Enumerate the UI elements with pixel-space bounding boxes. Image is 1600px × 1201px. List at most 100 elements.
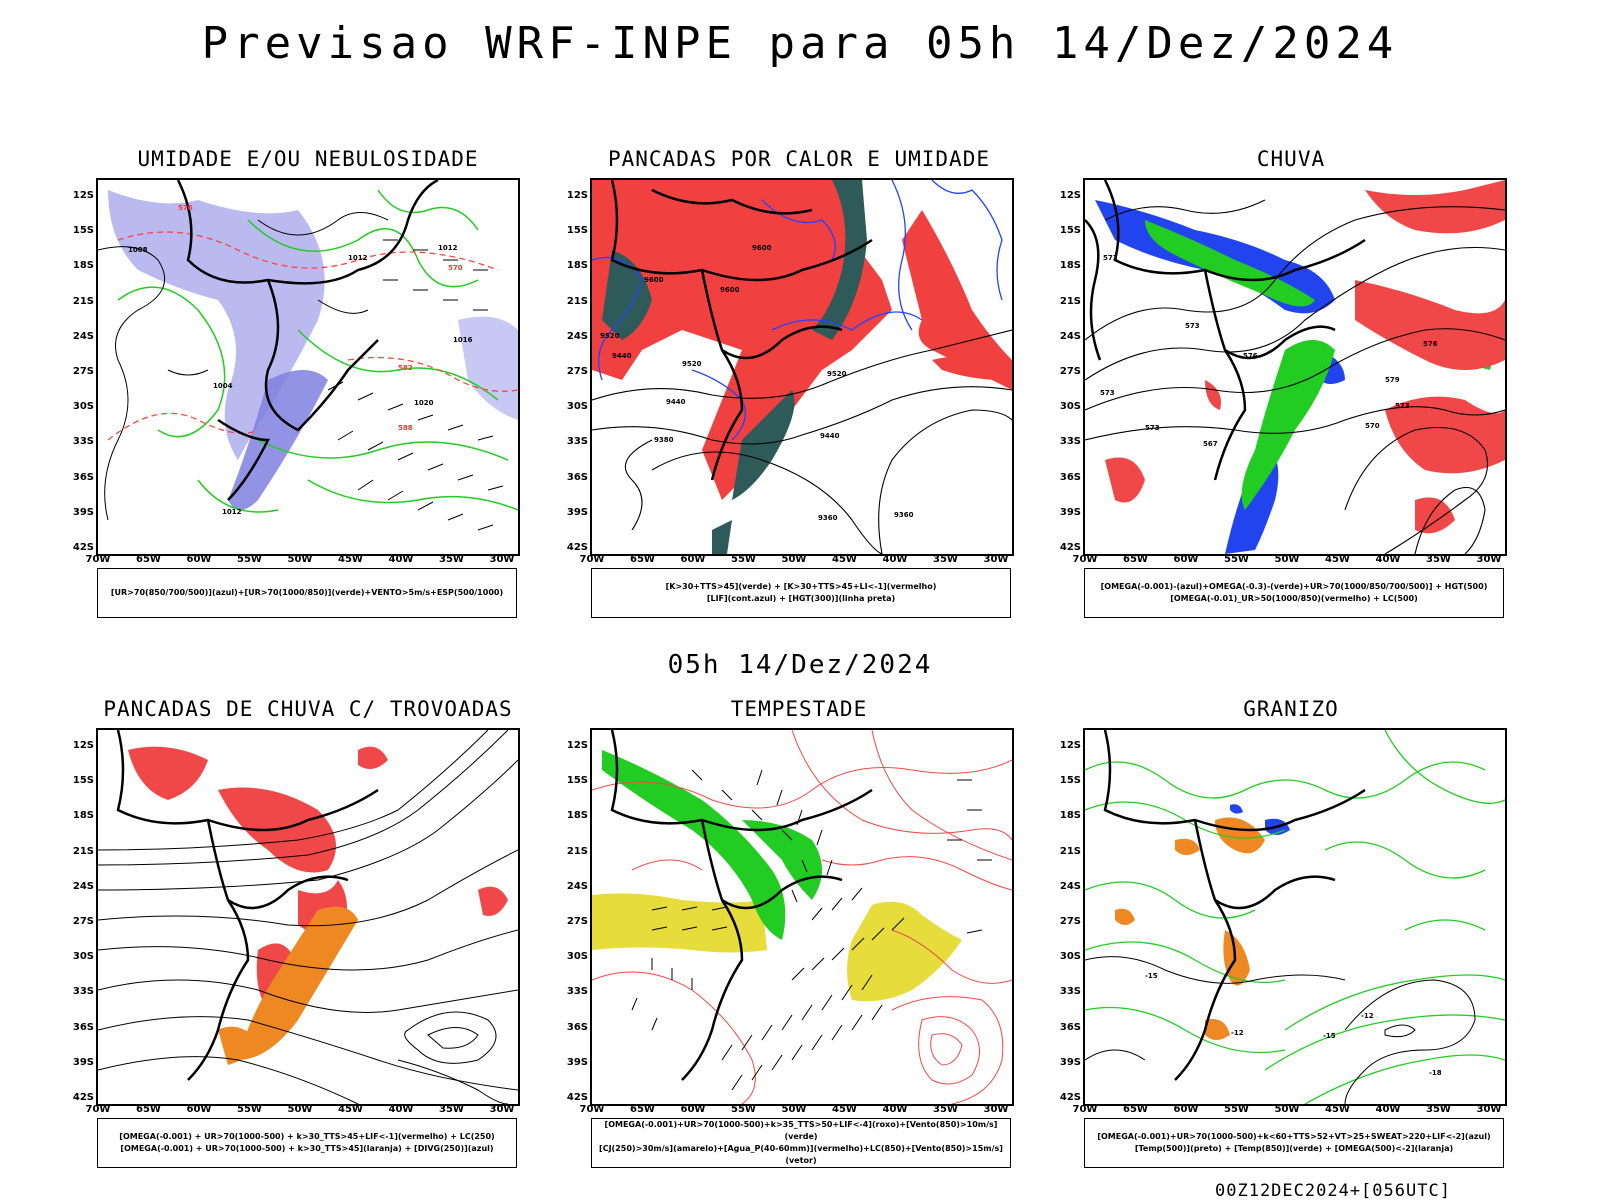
lat-tick-label: 42S xyxy=(72,542,94,553)
lon-tick-label: 60W xyxy=(186,554,212,565)
p3-label-573: 573 xyxy=(1103,254,1118,262)
lon-tick-label: 65W xyxy=(136,554,161,565)
p2-label-9600b: 9600 xyxy=(720,286,740,294)
lat-tick-label: 24S xyxy=(1059,330,1081,342)
legend-line: [OMEGA(-0.001) + UR>70(1000-500) + k>30_… xyxy=(119,1132,495,1141)
lon-tick-label: 55W xyxy=(731,1104,756,1115)
p1-label-576: 576 xyxy=(178,204,193,212)
lat-tick-label: 30S xyxy=(566,401,588,413)
lon-tick-label: 55W xyxy=(1224,1104,1249,1115)
legend-line: [OMEGA(-0.001)+UR>70(1000-500)+k>35_TTS>… xyxy=(604,1120,998,1141)
lon-tick-label: 60W xyxy=(680,554,706,565)
lat-tick-label: 39S xyxy=(566,506,588,518)
lat-tick-label: 18S xyxy=(566,260,588,272)
map-rain: 573 573 573 573 576 576 579 573 570 567 xyxy=(1083,178,1507,556)
lon-tick-label: 70W xyxy=(579,1104,605,1115)
lon-tick-label: 55W xyxy=(1224,554,1249,565)
lat-tick-label: 30S xyxy=(1059,951,1081,963)
main-title: Previsao WRF-INPE para 05h 14/Dez/2024 xyxy=(201,18,1399,69)
lat-tick-label: 27S xyxy=(566,916,588,927)
lat-tick-label: 33S xyxy=(566,436,588,448)
lat-tick-label: 15S xyxy=(566,775,588,787)
lat-tick-label: 18S xyxy=(1059,260,1081,272)
p3-label-573e: 573 xyxy=(1395,402,1410,410)
lat-tick-label: 33S xyxy=(72,436,94,448)
lon-tick-label: 35W xyxy=(933,1104,958,1115)
panel-title-rain: CHUVA xyxy=(1256,147,1326,171)
lon-tick-label: 50W xyxy=(1274,1104,1300,1115)
p6-label-18: -18 xyxy=(1429,1069,1442,1077)
lat-tick-label: 30S xyxy=(72,401,94,413)
legend-storm: [OMEGA(-0.001)+UR>70(1000-500)+k>35_TTS>… xyxy=(591,1118,1011,1168)
lat-tick-label: 21S xyxy=(566,295,588,307)
p2-label-9600: 9600 xyxy=(752,244,772,252)
p3-label-567: 567 xyxy=(1203,440,1218,448)
panel-title-storm: TEMPESTADE xyxy=(730,697,868,721)
lon-tick-label: 65W xyxy=(1123,1104,1148,1115)
lon-tick-label: 50W xyxy=(781,554,807,565)
lat-tick-label: 39S xyxy=(1059,1056,1081,1068)
p3-label-576b: 576 xyxy=(1423,340,1438,348)
legend-line: [LIF](cont.azul) + [HGT(300)](linha pret… xyxy=(706,594,896,603)
lat-tick-label: 27S xyxy=(1059,366,1081,377)
lon-tick-label: 30W xyxy=(489,1104,515,1115)
p6-label-12: -12 xyxy=(1231,1029,1244,1037)
lon-tick-label: 65W xyxy=(136,1104,161,1115)
lat-tick-label: 18S xyxy=(72,260,94,272)
lat-tick-label: 24S xyxy=(72,880,94,892)
p3-label-573d: 573 xyxy=(1145,424,1160,432)
lat-tick-label: 15S xyxy=(72,225,94,237)
lon-tick-label: 65W xyxy=(630,554,655,565)
p1-label-1020: 1020 xyxy=(414,399,434,407)
p2-label-9520: 9520 xyxy=(600,332,620,340)
map-heat-showers: 9600 9600 9600 9520 9520 9520 9440 9440 … xyxy=(590,178,1014,556)
lat-tick-label: 42S xyxy=(72,1092,94,1103)
lon-tick-label: 35W xyxy=(439,1104,464,1115)
lat-tick-label: 18S xyxy=(566,810,588,822)
map-humidity: 1008 1012 1012 1016 1020 1004 1012 576 5… xyxy=(96,178,520,556)
lon-tick-label: 30W xyxy=(1476,1104,1502,1115)
lat-tick-label: 15S xyxy=(566,225,588,237)
lat-tick-label: 27S xyxy=(566,366,588,377)
map-storm xyxy=(590,728,1014,1106)
lat-tick-label: 36S xyxy=(72,471,94,483)
lon-tick-label: 45W xyxy=(338,1104,363,1115)
p2-label-9360: 9360 xyxy=(818,514,838,522)
lat-tick-label: 21S xyxy=(72,295,94,307)
lon-tick-label: 40W xyxy=(882,554,908,565)
lon-tick-label: 45W xyxy=(1325,554,1350,565)
mid-time-label: 05h 14/Dez/2024 xyxy=(667,650,933,680)
lat-tick-label: 12S xyxy=(1059,190,1081,201)
legend-line: [Temp(500)](preto) + [Temp(850)](verde) … xyxy=(1134,1144,1454,1153)
lon-tick-label: 45W xyxy=(338,554,363,565)
lat-tick-label: 36S xyxy=(72,1021,94,1033)
lon-tick-label: 50W xyxy=(287,1104,313,1115)
p2-label-9380: 9380 xyxy=(654,436,674,444)
lat-tick-label: 24S xyxy=(566,330,588,342)
lon-tick-label: 60W xyxy=(680,1104,706,1115)
lon-tick-label: 35W xyxy=(1426,554,1451,565)
lon-tick-label: 50W xyxy=(1274,554,1300,565)
lon-tick-label: 65W xyxy=(630,1104,655,1115)
lat-tick-label: 24S xyxy=(566,880,588,892)
lat-tick-label: 18S xyxy=(72,810,94,822)
p6-label-15b: -15 xyxy=(1145,972,1158,980)
lat-tick-label: 21S xyxy=(1059,845,1081,857)
lon-tick-label: 65W xyxy=(1123,554,1148,565)
lon-tick-label: 70W xyxy=(85,554,111,565)
run-timestamp: 00Z12DEC2024+[056UTC] xyxy=(1215,1181,1451,1201)
lat-tick-label: 12S xyxy=(566,740,588,751)
lon-tick-label: 40W xyxy=(388,554,414,565)
legend-humidity: [UR>70(850/700/500)](azul)+[UR>70(1000/8… xyxy=(97,568,517,618)
p1-label-1004: 1004 xyxy=(213,382,233,390)
lat-tick-label: 15S xyxy=(1059,775,1081,787)
lat-tick-label: 27S xyxy=(1059,916,1081,927)
lat-tick-label: 36S xyxy=(566,1021,588,1033)
lon-tick-label: 60W xyxy=(1173,1104,1199,1115)
p3-label-579: 579 xyxy=(1385,376,1400,384)
lat-tick-label: 18S xyxy=(1059,810,1081,822)
legend-thunderstorm-showers: [OMEGA(-0.001) + UR>70(1000-500) + k>30_… xyxy=(97,1118,517,1168)
lon-tick-label: 55W xyxy=(731,554,756,565)
lon-tick-label: 45W xyxy=(832,1104,857,1115)
lon-tick-label: 55W xyxy=(237,1104,262,1115)
